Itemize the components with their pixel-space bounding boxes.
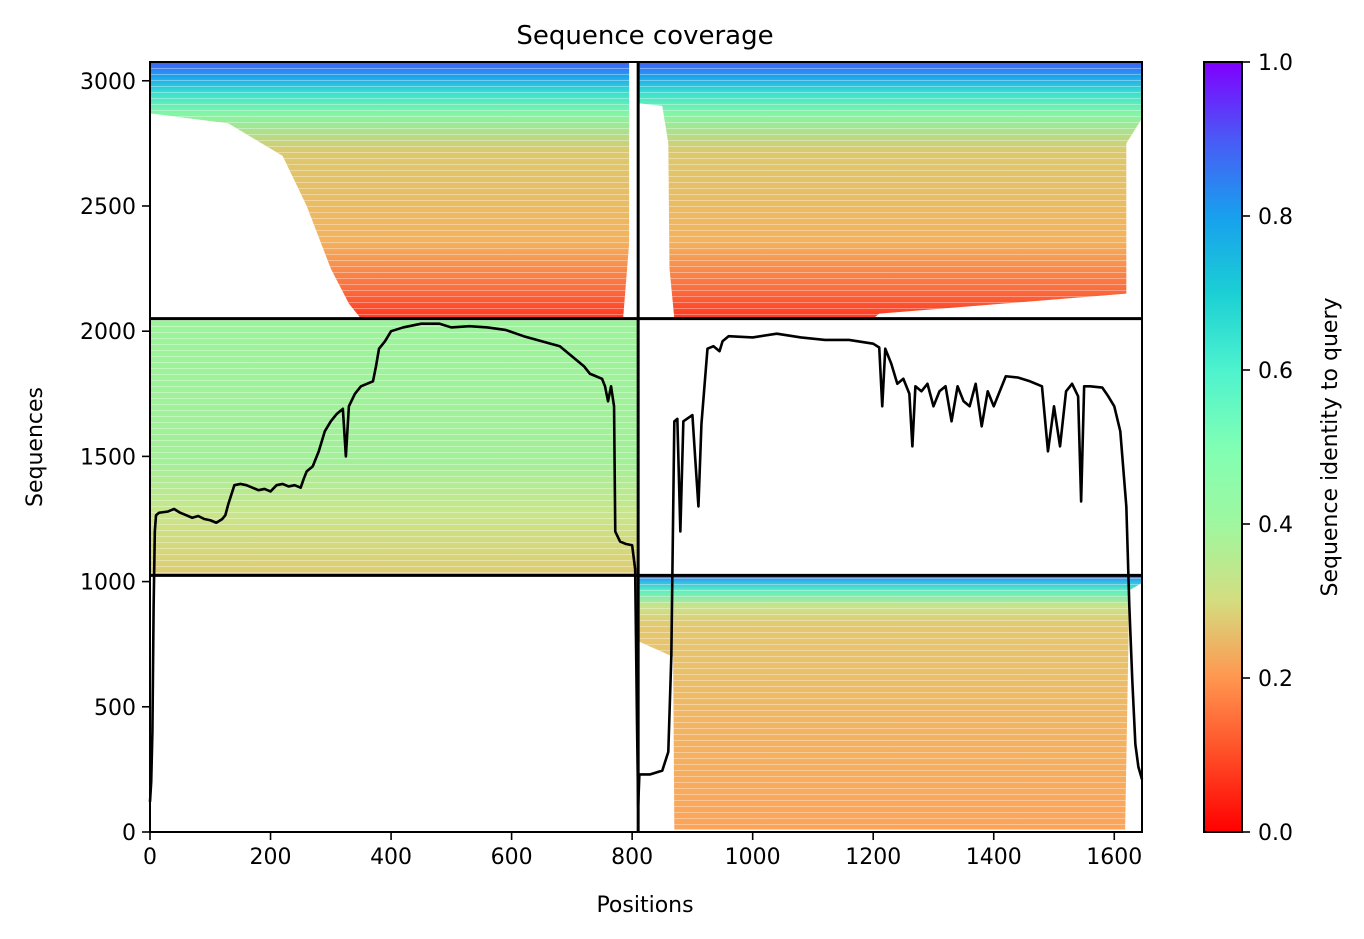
colorbar: 0.0 0.2 0.4 0.6 0.8 1.0 [1203,51,1293,846]
coverage-heatmap [150,62,1142,832]
x-tick-label-1000: 1000 [725,845,781,870]
colorbar-tick-label-0.6: 0.6 [1258,359,1293,384]
x-tick-label-400: 400 [370,845,412,870]
heatmap-streaks-top-chain-b [639,62,1142,319]
y-tick-label-2000: 2000 [80,320,136,345]
x-tick-label-1600: 1600 [1086,845,1142,870]
colorbar-tick-label-0.8: 0.8 [1258,205,1293,230]
chart-title: Sequence coverage [516,21,773,51]
colorbar-tick-label-0.0: 0.0 [1258,821,1293,846]
colorbar-tick-label-0.4: 0.4 [1258,513,1293,538]
colorbar-label: Sequence identity to query [1318,297,1343,596]
axes: 0 200 400 600 800 1000 1200 1400 1600 0 500 1000 150… [80,61,1143,870]
x-tick-label-1400: 1400 [966,845,1022,870]
y-tick-label-3000: 3000 [80,70,136,95]
y-tick-label-0: 0 [122,821,136,846]
x-tick-label-200: 200 [250,845,292,870]
y-tick-label-1000: 1000 [80,571,136,596]
x-tick-label-0: 0 [143,845,157,870]
coverage-line-layer [148,322,1144,809]
x-tick-label-800: 800 [611,845,653,870]
coverage-line [148,322,1144,809]
colorbar-tick-label-0.2: 0.2 [1258,667,1293,692]
heatmap-streaks-bottom-chain-b [639,575,1142,832]
colorbar-tick-label-1.0: 1.0 [1258,51,1293,76]
block-boundaries [150,62,1142,832]
colorbar-gradient [1203,61,1243,833]
y-tick-label-500: 500 [94,696,136,721]
y-axis-label: Sequences [23,387,48,507]
y-tick-label-2500: 2500 [80,195,136,220]
x-tick-label-1200: 1200 [845,845,901,870]
x-axis-label: Positions [596,893,693,918]
plot-frame [149,61,1143,833]
heatmap-streaks-top-chain-a [150,62,630,319]
x-tick-label-600: 600 [491,845,533,870]
heatmap-streaks-mid-chain-a [150,318,639,576]
y-tick-label-1500: 1500 [80,445,136,470]
